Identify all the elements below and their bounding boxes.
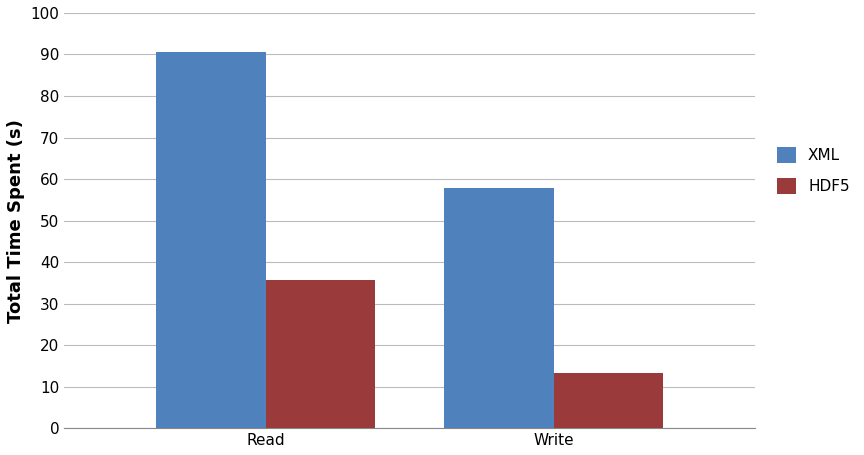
Bar [554, 374, 664, 428]
Legend: XML, HDF5: XML, HDF5 [770, 140, 857, 202]
Y-axis label: Total Time Spent (s): Total Time Spent (s) [7, 119, 25, 323]
Bar [266, 279, 375, 428]
Bar [156, 52, 266, 428]
Bar [444, 188, 554, 428]
